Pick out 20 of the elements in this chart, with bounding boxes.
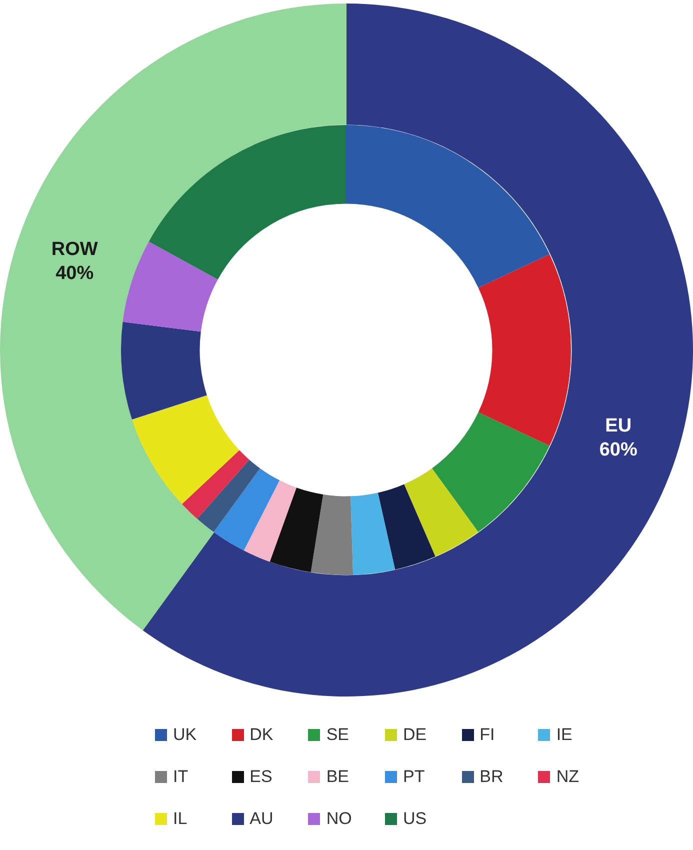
legend-label: DE (402, 725, 427, 745)
legend-label: SE (326, 725, 350, 745)
slice-label: ROW (51, 238, 98, 260)
legend-label: NZ (556, 767, 579, 787)
legend-label: IT (173, 767, 188, 787)
legend-label: BR (480, 767, 504, 787)
data-label: 40% (56, 262, 94, 284)
legend-label: BE (326, 767, 350, 787)
legend-label: IE (556, 725, 572, 745)
legend-label: IL (173, 809, 188, 829)
slice-label: EU (605, 416, 632, 437)
legend-label: FI (480, 725, 495, 745)
legend-label: ES (250, 767, 272, 787)
legend-label: DK (250, 725, 274, 745)
legend-label: NO (326, 809, 352, 829)
data-label: 60% (599, 440, 638, 461)
legend-label: PT (402, 767, 425, 787)
legend-label: UK (173, 725, 197, 745)
legend-label: US (402, 809, 427, 829)
legend-label: AU (250, 809, 274, 829)
